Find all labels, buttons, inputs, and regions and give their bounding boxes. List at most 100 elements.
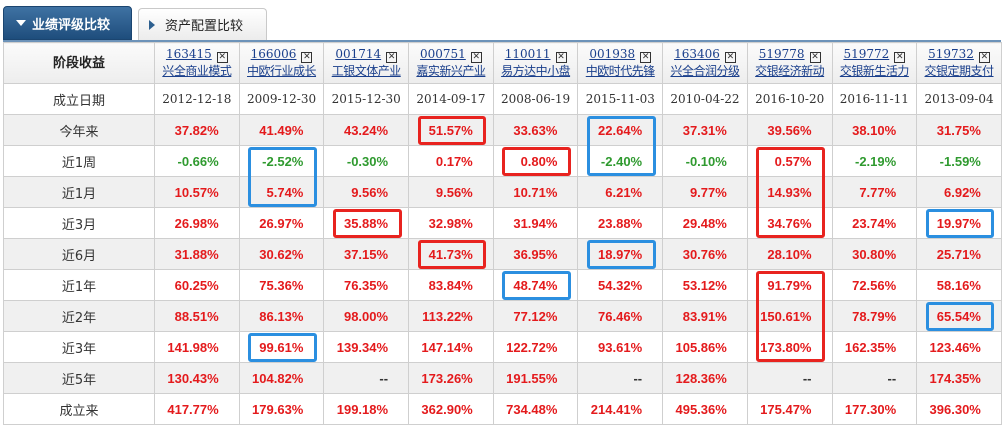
remove-fund-icon[interactable]: ✕: [555, 52, 567, 63]
comparison-table-wrapper: 阶段收益 163415 ✕ 兴全商业模式 166006 ✕ 中欧行业成长 001714 ✕ 工银…: [3, 40, 1002, 425]
fund-header: 000751 ✕ 嘉实新兴产业: [408, 42, 494, 84]
fund-name-link[interactable]: 交银经济新动: [755, 64, 825, 78]
remove-fund-icon[interactable]: ✕: [894, 52, 906, 63]
return-cell: 75.36%: [238, 269, 325, 301]
inception-date-cell: 2009-12-30: [238, 83, 325, 115]
fund-code-link[interactable]: 110011: [504, 47, 551, 61]
return-cell: 48.74%: [492, 269, 579, 301]
fund-header: 166006 ✕ 中欧行业成长: [238, 42, 325, 84]
table-row: 近5年 130.43% 104.82% -- 173.26% 191.55% -- 128.3…: [3, 362, 1002, 394]
fund-name-link[interactable]: 嘉实新兴产业: [416, 64, 486, 78]
return-cell: 9.56%: [408, 176, 494, 208]
fund-code-link[interactable]: 519778: [758, 47, 805, 61]
return-cell: 0.17%: [408, 145, 494, 177]
return-cell: -0.10%: [662, 145, 748, 177]
fund-code-link[interactable]: 166006: [250, 47, 297, 61]
fund-name-link[interactable]: 易方达中小盘: [501, 64, 571, 78]
return-cell: 18.97%: [577, 238, 664, 270]
return-cell: 22.64%: [577, 114, 664, 146]
remove-fund-icon[interactable]: ✕: [724, 52, 736, 63]
return-cell: 83.84%: [408, 269, 494, 301]
fund-header: 163406 ✕ 兴全合润分级: [662, 42, 748, 84]
return-cell: 175.47%: [746, 393, 833, 425]
remove-fund-icon[interactable]: ✕: [978, 52, 990, 63]
return-cell: 7.77%: [831, 176, 918, 208]
return-cell: -0.66%: [154, 145, 240, 177]
return-cell: 174.35%: [916, 362, 1002, 394]
return-cell: 99.61%: [238, 331, 325, 363]
return-cell: 86.13%: [238, 300, 325, 332]
tab-label: 业绩评级比较: [32, 17, 111, 33]
row-label: 近3月: [3, 207, 155, 239]
inception-date-cell: 2008-06-19: [492, 83, 579, 115]
table-row: 近1月 10.57% 5.74% 9.56% 9.56% 10.71% 6.21% 9.77%…: [3, 176, 1002, 208]
fund-name-link[interactable]: 中欧时代先锋: [585, 64, 656, 78]
remove-fund-icon[interactable]: ✕: [640, 52, 652, 63]
return-cell: 76.35%: [323, 269, 410, 301]
return-cell: 65.54%: [916, 300, 1002, 332]
return-cell: -2.40%: [577, 145, 664, 177]
return-cell: 88.51%: [154, 300, 240, 332]
row-label: 成立日期: [3, 83, 155, 115]
fund-header: 001714 ✕ 工银文体产业: [323, 42, 410, 84]
return-cell: 122.72%: [492, 331, 579, 363]
return-cell: 179.63%: [238, 393, 325, 425]
return-cell: 72.56%: [831, 269, 918, 301]
table-row: 近3月 26.98% 26.97% 35.88% 32.98% 31.94% 23.88% 2…: [3, 207, 1002, 239]
remove-fund-icon[interactable]: ✕: [216, 52, 228, 63]
fund-name-link[interactable]: 交银定期支付: [924, 64, 995, 78]
caret-right-icon: [149, 19, 155, 30]
fund-name-link[interactable]: 中欧行业成长: [247, 64, 317, 78]
return-cell: -2.19%: [831, 145, 918, 177]
return-cell: 39.56%: [746, 114, 833, 146]
fund-code-link[interactable]: 001938: [589, 47, 636, 61]
row-label: 近6月: [3, 238, 155, 270]
row-label: 近3年: [3, 331, 155, 363]
fund-name-link[interactable]: 工银文体产业: [331, 64, 402, 78]
fund-code-link[interactable]: 519732: [928, 47, 974, 61]
return-cell: 150.61%: [746, 300, 833, 332]
return-cell: 191.55%: [492, 362, 579, 394]
tab-asset-allocation[interactable]: 资产配置比较: [138, 8, 267, 40]
return-cell: 139.34%: [323, 331, 410, 363]
fund-name-link[interactable]: 兴全商业模式: [162, 64, 232, 78]
return-cell: 147.14%: [408, 331, 494, 363]
return-cell: 53.12%: [662, 269, 748, 301]
table-row: 成立日期 2012-12-18 2009-12-30 2015-12-30 2014-0…: [3, 83, 1002, 115]
return-cell: 734.48%: [492, 393, 579, 425]
tab-performance-rating[interactable]: 业绩评级比较: [3, 6, 132, 40]
return-cell: 25.71%: [916, 238, 1002, 270]
return-cell: 60.25%: [154, 269, 240, 301]
return-cell: 214.41%: [577, 393, 664, 425]
fund-code-link[interactable]: 163415: [165, 47, 212, 61]
fund-header: 001938 ✕ 中欧时代先锋: [577, 42, 664, 84]
return-cell: 362.90%: [408, 393, 494, 425]
return-cell: 91.79%: [746, 269, 833, 301]
return-cell: 33.63%: [492, 114, 579, 146]
return-cell: --: [323, 362, 410, 394]
return-cell: 105.86%: [662, 331, 748, 363]
return-cell: 26.98%: [154, 207, 240, 239]
remove-fund-icon[interactable]: ✕: [301, 52, 313, 63]
remove-fund-icon[interactable]: ✕: [809, 52, 821, 63]
remove-fund-icon[interactable]: ✕: [386, 52, 398, 63]
inception-date-cell: 2012-12-18: [154, 83, 240, 115]
fund-code-link[interactable]: 001714: [335, 47, 382, 61]
return-cell: 35.88%: [323, 207, 410, 239]
fund-name-link[interactable]: 交银新生活力: [839, 64, 910, 78]
return-cell: 43.24%: [323, 114, 410, 146]
return-cell: 36.95%: [492, 238, 579, 270]
return-cell: 19.97%: [916, 207, 1002, 239]
table-row: 近1周 -0.66% -2.52% -0.30% 0.17% 0.80% -2.40% -0.…: [3, 145, 1002, 177]
fund-code-link[interactable]: 000751: [420, 47, 466, 61]
inception-date-cell: 2014-09-17: [408, 83, 494, 115]
fund-code-link[interactable]: 163406: [674, 47, 720, 61]
fund-header: 110011 ✕ 易方达中小盘: [492, 42, 579, 84]
fund-code-link[interactable]: 519772: [843, 47, 890, 61]
remove-fund-icon[interactable]: ✕: [470, 52, 482, 63]
return-cell: 98.00%: [323, 300, 410, 332]
fund-name-link[interactable]: 兴全合润分级: [670, 64, 740, 78]
return-cell: --: [746, 362, 833, 394]
return-cell: 31.94%: [492, 207, 579, 239]
fund-header: 519772 ✕ 交银新生活力: [831, 42, 918, 84]
